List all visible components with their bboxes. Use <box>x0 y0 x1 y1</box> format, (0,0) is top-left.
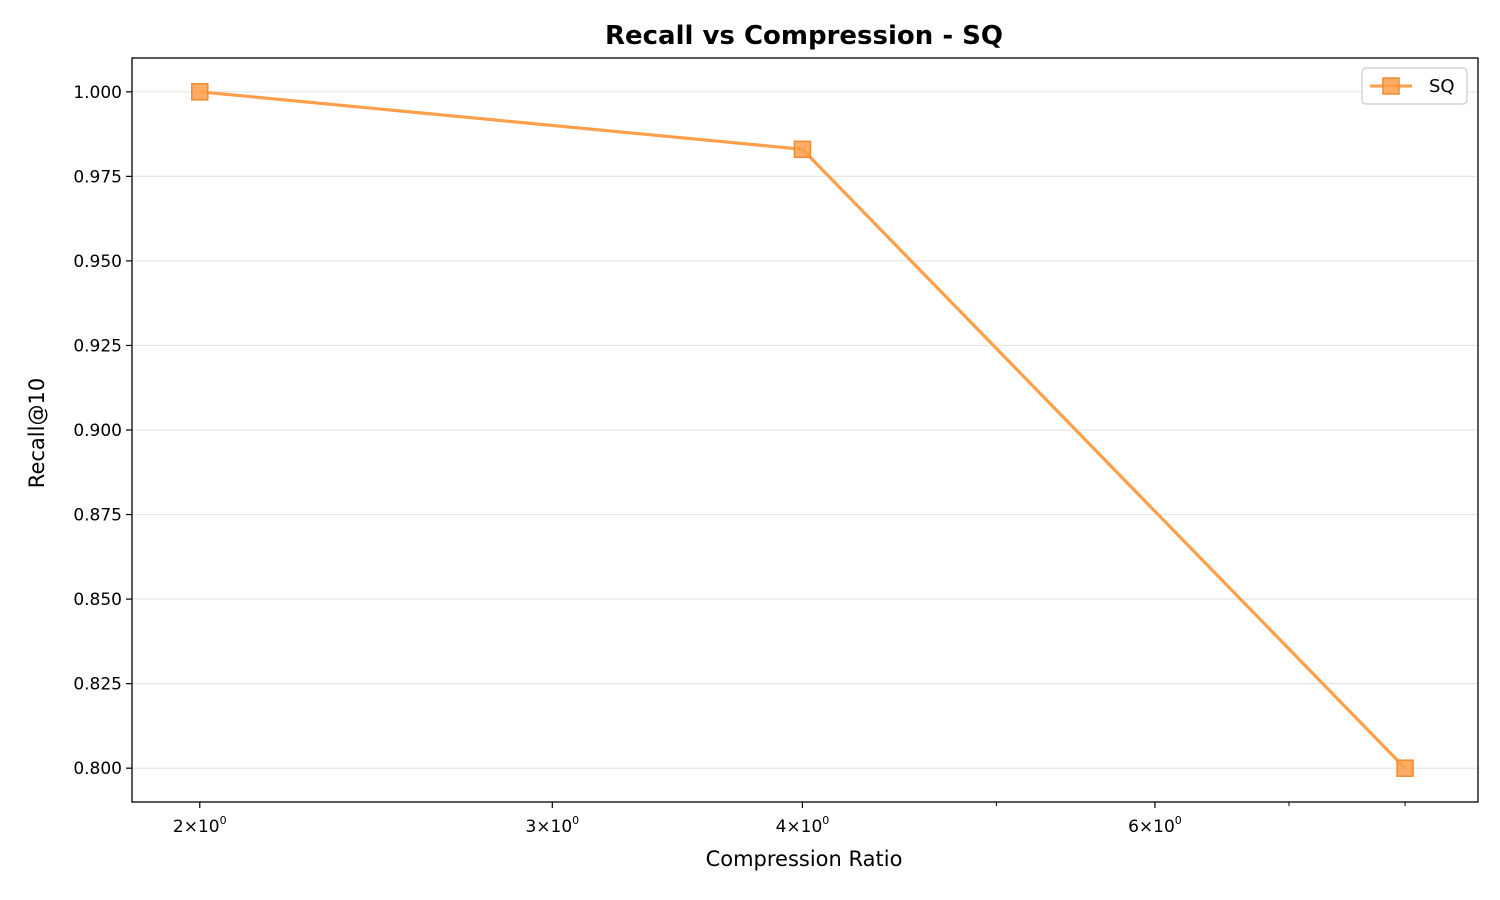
x-tick-label: 4×100 <box>776 814 830 837</box>
x-tick-label: 3×100 <box>525 814 579 837</box>
data-point-sq <box>191 83 209 101</box>
y-tick-label: 0.950 <box>73 252 122 272</box>
y-axis-ticks: 0.800 0.825 0.850 0.875 0.900 0.925 0.950 0.975… <box>73 83 132 779</box>
x-tick-label: 6×100 <box>1128 814 1182 837</box>
legend-box <box>1361 67 1468 105</box>
y-axis-label: Recall@10 <box>25 378 49 488</box>
x-axis-ticks: 2×100 3×100 4×100 6×100 <box>173 802 1406 837</box>
series-layer <box>191 83 1414 777</box>
y-tick-label: 0.900 <box>73 421 122 441</box>
y-tick-label: 1.000 <box>73 83 122 103</box>
legend: SQ <box>1361 67 1468 105</box>
x-tick-label: 2×100 <box>173 814 227 837</box>
y-tick-label: 0.825 <box>73 675 122 695</box>
y-tick-label: 0.850 <box>73 590 122 610</box>
y-tick-label: 0.800 <box>73 759 122 779</box>
x-axis-label: Compression Ratio <box>706 847 903 871</box>
legend-marker-sq <box>1382 77 1400 95</box>
data-point-sq <box>793 140 812 159</box>
legend-label-sq: SQ <box>1429 76 1455 97</box>
grid-lines <box>132 91 1478 769</box>
y-tick-label: 0.875 <box>73 506 122 526</box>
y-tick-label: 0.975 <box>73 167 122 187</box>
chart-title: Recall vs Compression - SQ <box>605 21 1003 51</box>
data-point-sq <box>1396 759 1414 777</box>
y-tick-label: 0.925 <box>73 336 122 356</box>
